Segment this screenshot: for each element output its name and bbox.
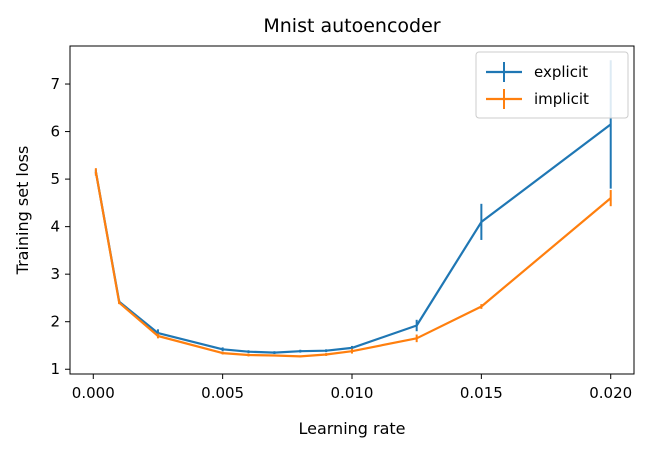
data-point	[299, 355, 301, 358]
chart-title: Mnist autoencoder	[263, 15, 440, 37]
data-point	[351, 350, 353, 352]
series-implicit	[94, 168, 612, 358]
legend-item-implicit: implicit	[486, 89, 589, 109]
data-point	[157, 335, 159, 337]
data-point	[351, 347, 353, 349]
data-point	[273, 352, 275, 354]
legend-item-explicit: explicit	[486, 62, 588, 82]
x-tick-label: 0.020	[589, 384, 632, 402]
x-axis-label: Learning rate	[298, 419, 405, 438]
x-tick-label: 0.015	[460, 384, 503, 402]
legend-box	[475, 51, 629, 119]
y-tick-label: 7	[50, 75, 60, 93]
x-axis: 0.000 0.005 0.010 0.015 0.020	[72, 374, 632, 402]
data-point	[610, 123, 612, 126]
series-line-implicit	[94, 171, 612, 358]
data-point	[95, 171, 97, 173]
data-point	[247, 354, 250, 356]
x-tick-label: 0.000	[72, 384, 115, 402]
legend: explicit implicit	[475, 51, 629, 119]
data-point	[118, 302, 120, 304]
data-point	[157, 332, 159, 334]
legend-label: explicit	[534, 63, 588, 81]
data-point	[222, 348, 224, 350]
x-tick-label: 0.005	[201, 384, 244, 402]
y-tick-label: 3	[50, 265, 60, 283]
data-point	[273, 354, 275, 357]
data-point	[610, 197, 612, 199]
data-point	[247, 351, 250, 353]
data-point	[325, 350, 327, 352]
data-point	[416, 324, 418, 327]
y-tick-label: 2	[50, 313, 60, 331]
y-axis-label: Training set loss	[13, 146, 32, 276]
x-tick-label: 0.010	[331, 384, 374, 402]
y-tick-label: 5	[50, 170, 60, 188]
data-point	[416, 337, 418, 339]
data-point	[222, 352, 224, 354]
data-point	[480, 305, 482, 308]
y-tick-label: 4	[50, 218, 60, 236]
data-point	[325, 353, 327, 356]
data-point	[299, 350, 301, 352]
data-point	[480, 221, 482, 223]
y-tick-label: 1	[50, 360, 60, 378]
series-line-explicit	[94, 123, 612, 354]
legend-label: implicit	[534, 90, 589, 108]
y-axis: 1 2 3 4 5 6 7	[50, 75, 70, 378]
y-tick-label: 6	[50, 123, 60, 141]
